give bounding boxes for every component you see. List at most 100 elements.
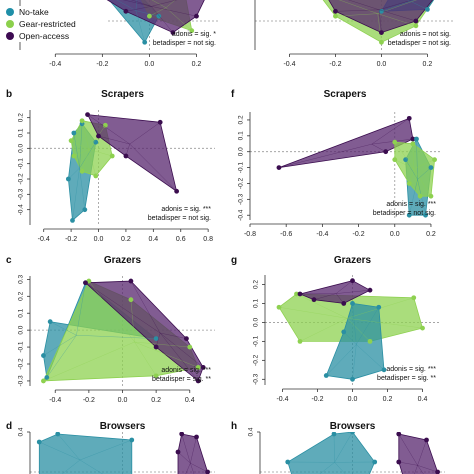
panel-title: Grazers [104,255,142,266]
point-open-access [174,188,180,194]
point-open-access [195,378,201,384]
point-gear-restricted [79,168,85,174]
point-no-take [129,437,135,443]
spider-line [43,341,135,382]
x-tick-label: 0.0 [145,61,155,68]
spider-line [87,114,130,145]
y-tick-label: 0.2 [253,280,260,289]
point-open-access [396,432,402,437]
stats-line: adonis = sig. * [172,31,216,38]
panel-title: Scrapers [101,89,144,100]
hull-open-access [177,433,209,474]
y-tick-label: -0.1 [18,341,25,353]
point-gear-restricted [294,291,299,297]
point-open-access [123,153,129,159]
point-no-take [82,207,88,213]
point-no-take [323,373,329,378]
point-gear-restricted [153,373,159,379]
x-tick-label: 0.8 [203,236,213,243]
point-open-access [123,8,129,14]
spider-line [417,465,438,473]
stats-line: adonis = sig. *** [386,201,436,208]
point-open-access [184,336,189,342]
legend-item-gear-restricted: Gear-restricted [6,18,104,30]
point-gear-restricted [189,28,195,34]
y-tick-label: 0.1 [18,308,25,317]
open-access-swatch-icon [6,32,14,40]
spider-line [413,168,421,197]
panel-letter: b [6,89,12,100]
stats-line: betadisper = not sig. [148,215,211,222]
hull-no-take [38,433,133,474]
plot-area [65,112,180,223]
x-tick-label: -0.4 [283,61,295,68]
spider-line [116,0,136,11]
gear-restricted-swatch-icon [6,20,14,28]
point-open-access [350,278,355,284]
spider-line [410,1,428,10]
x-tick-label: -0.4 [276,396,288,403]
spider-line [379,0,413,10]
panel-letter: c [6,255,12,266]
spider-line [39,441,81,461]
point-gear-restricted [367,338,373,344]
spider-line [190,462,208,473]
y-tick-label: 0.2 [18,291,25,300]
spider-line [135,10,159,17]
spider-line [335,9,380,12]
panel-letter: h [231,421,237,432]
plot-area [36,432,210,474]
point-gear-restricted [392,139,398,145]
point-no-take [350,376,355,382]
legend-label-gear-restricted: Gear-restricted [19,19,76,29]
spider-line [313,293,337,300]
x-tick-label: 0.2 [383,396,393,403]
y-tick-label: -0.4 [238,209,245,221]
y-tick-label: 0.1 [253,299,260,308]
plot-area [276,115,437,218]
point-open-access [194,13,199,19]
point-no-take [71,130,77,136]
spider-line [46,335,77,378]
spider-line [190,463,195,474]
spider-line [73,132,80,169]
x-tick-label: -0.4 [38,236,50,243]
spider-line [159,332,204,368]
spider-line [416,138,418,180]
y-tick-label: 0.4 [248,427,255,436]
point-gear-restricted [413,23,419,29]
point-gear-restricted [417,193,423,199]
y-tick-label: -0.3 [253,373,260,385]
x-tick-label: 0.2 [192,61,202,68]
point-gear-restricted [410,141,416,147]
point-open-access [85,112,90,117]
x-tick-label: -0.2 [329,61,341,68]
x-tick-label: 0.0 [377,61,387,68]
point-open-access [311,297,317,303]
spider-line [335,280,353,294]
point-open-access [424,437,429,443]
hull-open-access [328,0,434,34]
panel-f: -0.8 -0.6 -0.4 -0.2 0.0 0.2 0.2 0.1 0.0 -0.1 -0.2 -… [231,89,440,238]
point-open-access [157,119,163,125]
spider-line [417,465,424,474]
plot-area [322,0,435,45]
plot-area [41,278,206,384]
x-tick-label: 0.0 [94,236,104,243]
y-tick-label: -0.1 [253,335,260,347]
plot-area [106,0,205,45]
stats-line: betadisper = sig. ** [377,375,436,382]
point-open-access [179,432,185,437]
panel-a-top: -0.4 -0.2 0.0 0.2 adonis = sig. * betadisper … [19,0,220,68]
x-tick-label: -0.4 [316,231,328,238]
x-tick-label: 0.0 [118,397,128,404]
spider-line [81,149,90,172]
spider-line [160,332,187,339]
stats-line: betadisper = not sig. [373,210,436,217]
point-gear-restricted [420,325,425,331]
spider-line [43,335,77,356]
point-no-take [70,218,75,223]
point-no-take [406,212,412,218]
hull-open-access [86,114,178,193]
y-tick-label: -0.2 [253,354,260,366]
